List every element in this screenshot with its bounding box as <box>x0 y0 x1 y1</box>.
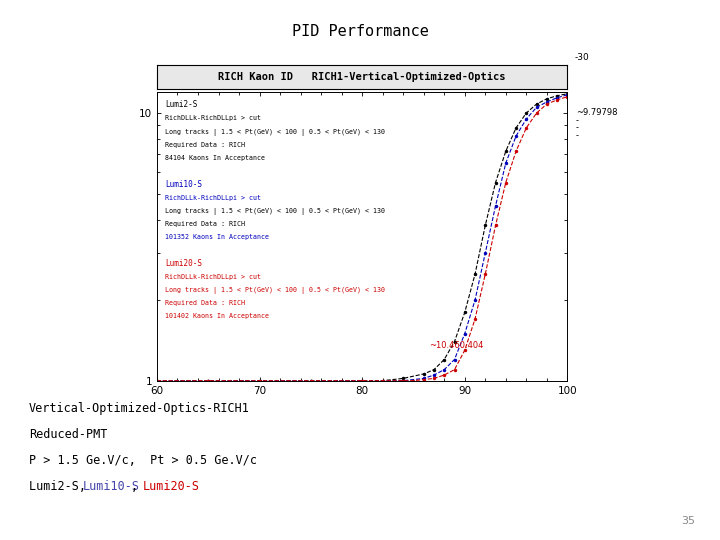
Text: P > 1.5 Ge.V/c,  Pt > 0.5 Ge.V/c: P > 1.5 Ge.V/c, Pt > 0.5 Ge.V/c <box>29 454 257 467</box>
Text: Required Data : RICH: Required Data : RICH <box>165 300 246 306</box>
Text: 84104 Kaons In Acceptance: 84104 Kaons In Acceptance <box>165 155 265 161</box>
Text: Long tracks | 1.5 < Pt(GeV) < 100 | 0.5 < Pt(GeV) < 130: Long tracks | 1.5 < Pt(GeV) < 100 | 0.5 … <box>165 129 385 136</box>
Text: 101402 Kaons In Acceptance: 101402 Kaons In Acceptance <box>165 313 269 319</box>
Text: ,: , <box>131 480 145 493</box>
Text: Long tracks | 1.5 < Pt(GeV) < 100 | 0.5 < Pt(GeV) < 130: Long tracks | 1.5 < Pt(GeV) < 100 | 0.5 … <box>165 287 385 294</box>
Text: Vertical-Optimized-Optics-RICH1: Vertical-Optimized-Optics-RICH1 <box>29 402 250 415</box>
Text: RichDLLk-RichDLLpi > cut: RichDLLk-RichDLLpi > cut <box>165 116 261 122</box>
Text: Lumi20-S: Lumi20-S <box>165 259 202 268</box>
Text: Reduced-PMT: Reduced-PMT <box>29 428 107 441</box>
Text: Lumi2-S: Lumi2-S <box>165 100 197 110</box>
Text: Lumi2-S,: Lumi2-S, <box>29 480 93 493</box>
Text: ~10.460.404: ~10.460.404 <box>429 341 483 350</box>
Text: -: - <box>576 131 579 140</box>
Text: Lumi10-S: Lumi10-S <box>83 480 140 493</box>
Text: RICH Kaon ID   RICH1-Vertical-Optimized-Optics: RICH Kaon ID RICH1-Vertical-Optimized-Op… <box>218 72 506 82</box>
Text: Lumi10-S: Lumi10-S <box>165 180 202 188</box>
Text: -: - <box>576 124 579 133</box>
Text: ~9.79798: ~9.79798 <box>576 109 618 118</box>
Text: Required Data : RICH: Required Data : RICH <box>165 142 246 148</box>
Text: 101352 Kaons In Acceptance: 101352 Kaons In Acceptance <box>165 234 269 240</box>
Text: RichDLLk-RichDLLpi > cut: RichDLLk-RichDLLpi > cut <box>165 274 261 280</box>
Text: -30: -30 <box>575 53 589 62</box>
Text: Required Data : RICH: Required Data : RICH <box>165 221 246 227</box>
Text: Long tracks | 1.5 < Pt(GeV) < 100 | 0.5 < Pt(GeV) < 130: Long tracks | 1.5 < Pt(GeV) < 100 | 0.5 … <box>165 208 385 215</box>
Text: RichDLLk-RichDLLpi > cut: RichDLLk-RichDLLpi > cut <box>165 194 261 201</box>
Text: PID Performance: PID Performance <box>292 24 428 39</box>
Text: Lumi20-S: Lumi20-S <box>143 480 200 493</box>
Text: 35: 35 <box>681 516 695 526</box>
Text: -: - <box>576 117 579 126</box>
